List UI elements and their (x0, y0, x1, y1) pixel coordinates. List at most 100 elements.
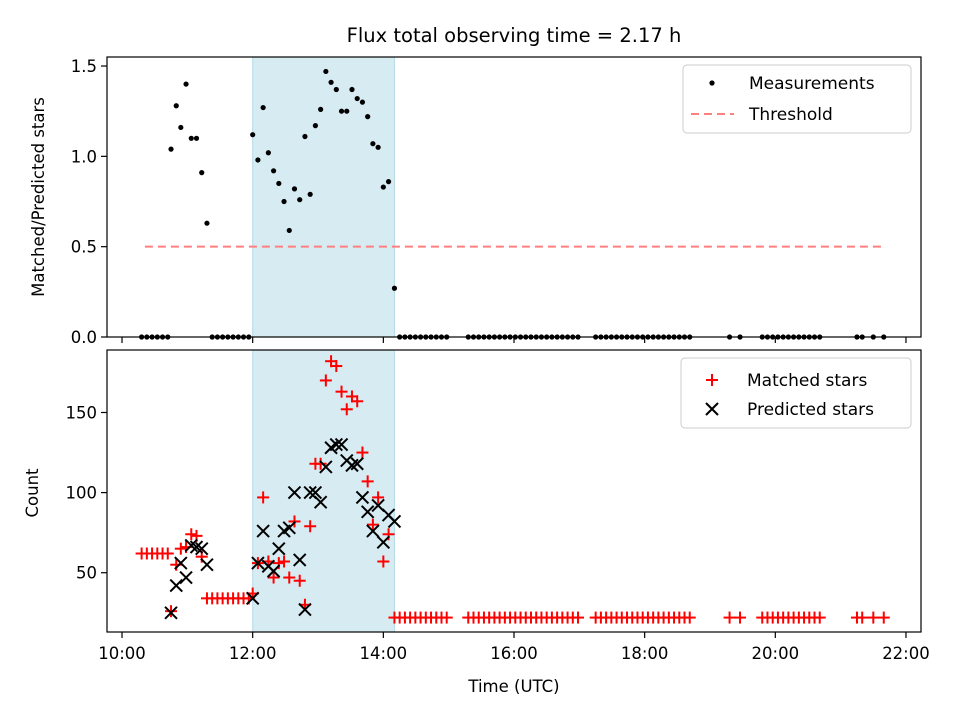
matched-stars-point (185, 528, 198, 541)
matched-stars-point (330, 360, 343, 373)
predicted-stars-legend-marker (705, 402, 719, 416)
predicted-stars-point (179, 570, 193, 585)
predicted-stars-legend-label: Predicted stars (747, 400, 874, 420)
measurements-point (328, 79, 334, 85)
matched-stars-legend-marker (706, 374, 718, 386)
top-legend: Measurements Threshold (682, 64, 912, 134)
matched-stars-point (335, 385, 348, 398)
measurements-point (333, 86, 339, 93)
measurements-point (370, 141, 376, 147)
predicted-stars-point (334, 437, 349, 452)
predicted-stars-point (387, 514, 402, 529)
measurements-point (375, 144, 381, 150)
matched-stars-point (377, 555, 390, 568)
top-y-tick-label: 1.0 (71, 147, 97, 166)
matched-stars-point (161, 547, 174, 560)
matched-stars-point (319, 374, 332, 387)
measurements-point (365, 114, 371, 120)
matched-stars-point (723, 611, 736, 624)
top-y-tick-label: 0.5 (71, 238, 97, 257)
predicted-stars-point (293, 553, 307, 567)
predicted-stars-point (287, 485, 302, 500)
predicted-stars-point (174, 556, 188, 570)
top-legend-box (682, 64, 912, 134)
bottom-y-tick-label: 50 (76, 564, 97, 583)
measurements-point (193, 135, 200, 141)
x-axis-label: Time (UTC) (467, 677, 559, 696)
measurements-point (183, 81, 189, 87)
measurements-point (270, 168, 277, 174)
measurements-point (291, 186, 298, 192)
measurements-point (250, 132, 256, 138)
measurements-point (168, 146, 174, 152)
measurements-point (173, 103, 179, 109)
measurements-point (188, 135, 194, 141)
bottom-legend: Matched stars Predicted stars (680, 357, 912, 429)
top-axes-frame (106, 56, 922, 338)
x-tick-label: 12:00 (229, 644, 277, 663)
matched-stars-point (734, 611, 747, 624)
measurements-point (260, 104, 266, 111)
measurements-point (380, 184, 386, 190)
measurements-point (204, 220, 210, 226)
measurements-point (178, 124, 184, 131)
predicted-stars-point (195, 541, 209, 556)
matched-stars-point (304, 520, 317, 533)
x-tick-label: 10:00 (98, 644, 146, 663)
predicted-stars-point (169, 578, 183, 593)
predicted-stars-point (256, 524, 270, 538)
measurements-point (302, 133, 308, 140)
matched-stars-point (572, 611, 585, 624)
measurements-point (276, 180, 282, 187)
measurements-point (286, 227, 292, 234)
matched-stars-point (366, 518, 379, 531)
measurements-point (307, 191, 313, 197)
chart-title: Flux total observing time = 2.17 h (347, 24, 682, 47)
threshold-legend-label: Threshold (748, 105, 833, 125)
bottom-legend-box (680, 357, 912, 429)
bottom-panel: 10:00 12:00 14:00 16:00 18:00 20:00 22:00 50 10… (23, 349, 930, 696)
measurements-point (338, 108, 345, 114)
predicted-stars-point (282, 521, 296, 535)
predicted-stars-point (371, 498, 385, 513)
matched-stars-point (877, 611, 890, 624)
measurements-point (385, 179, 392, 185)
matched-stars-point (683, 611, 696, 624)
x-tick-label: 22:00 (882, 644, 930, 663)
measurements-point (318, 106, 324, 112)
bottom-shaded-region (252, 349, 395, 633)
matched-stars-point (283, 571, 296, 584)
bottom-y-tick-label: 150 (66, 403, 98, 422)
x-tick-label: 16:00 (490, 644, 538, 663)
matched-stars-point (165, 605, 178, 618)
measurements-point (312, 123, 318, 129)
predicted-stars-point (376, 535, 391, 549)
matched-stars-legend-label: Matched stars (747, 371, 867, 391)
matched-stars-point (293, 574, 306, 587)
predicted-stars-point (303, 485, 317, 500)
predicted-stars-point (329, 437, 344, 452)
top-shaded-region (252, 56, 395, 338)
matched-stars-point (340, 403, 353, 416)
matched-stars-point (267, 571, 280, 584)
predicted-stars-point (298, 602, 312, 617)
matched-stars-point (351, 395, 364, 408)
predicted-stars-point (313, 495, 328, 509)
top-panel: 0.0 0.5 1.0 1.5 Matched/Predicted stars Mea… (29, 56, 922, 347)
predicted-stars-point (350, 457, 364, 471)
bottom-y-axis-label: Count (23, 468, 42, 518)
matched-stars-point (813, 611, 826, 624)
matched-stars-point (372, 491, 385, 504)
predicted-stars-point (360, 505, 375, 519)
matched-stars-point (257, 491, 270, 504)
matched-stars-point (356, 446, 369, 459)
x-tick-label: 18:00 (621, 644, 669, 663)
top-y-axis-label: Matched/Predicted stars (29, 97, 48, 297)
top-y-tick-label: 1.5 (71, 57, 97, 76)
predicted-stars-point (308, 485, 323, 500)
predicted-stars-point (251, 556, 265, 570)
measurements-point (359, 99, 366, 105)
measurements-point (354, 95, 360, 102)
predicted-stars-point (319, 460, 333, 474)
